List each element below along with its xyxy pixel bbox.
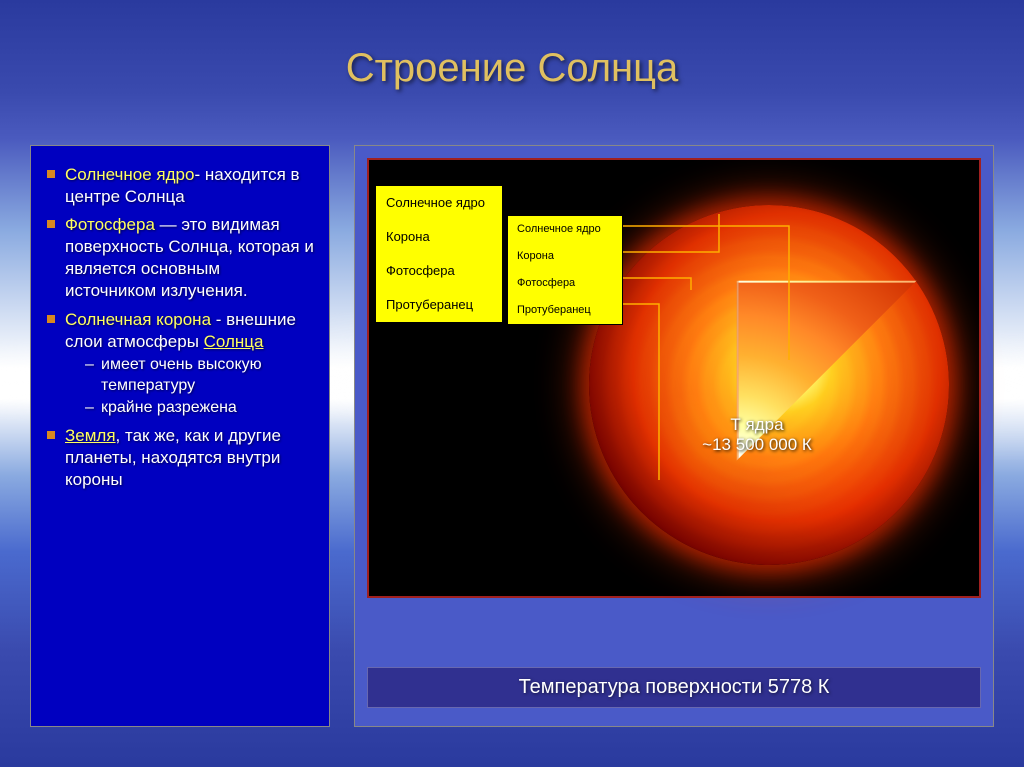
legend-item: Протуберанец bbox=[508, 297, 622, 324]
legend-item: Солнечное ядро bbox=[376, 186, 502, 220]
legend-item: Фотосфера bbox=[376, 254, 502, 288]
legend-large: Солнечное ядро Корона Фотосфера Протубер… bbox=[375, 185, 503, 323]
sub-bullet-rarefied: крайне разрежена bbox=[85, 398, 315, 419]
term-photosphere: Фотосфера bbox=[65, 215, 155, 234]
term-corona: Солнечная корона bbox=[65, 310, 211, 329]
term-core: Солнечное ядро bbox=[65, 165, 194, 184]
content-area: Солнечное ядро- находится в центре Солнц… bbox=[30, 145, 994, 727]
core-label-line1: Т ядра bbox=[730, 415, 783, 434]
slide-title: Строение Солнца bbox=[0, 0, 1024, 91]
legend-small: Солнечное ядро Корона Фотосфера Протубер… bbox=[507, 215, 623, 325]
legend-item: Протуберанец bbox=[376, 288, 502, 322]
link-sun[interactable]: Солнца bbox=[204, 332, 264, 351]
sun-diagram: Т ядра ~13 500 000 К Солнечное ядро Коро… bbox=[367, 158, 981, 598]
legend-item: Солнечное ядро bbox=[508, 216, 622, 243]
sub-bullet-temperature: имеет очень высокую температуру bbox=[85, 355, 315, 397]
text-panel: Солнечное ядро- находится в центре Солнц… bbox=[30, 145, 330, 727]
bullet-core: Солнечное ядро- находится в центре Солнц… bbox=[45, 164, 315, 208]
surface-temperature-caption: Температура поверхности 5778 К bbox=[367, 667, 981, 708]
legend-item: Фотосфера bbox=[508, 270, 622, 297]
legend-item: Корона bbox=[376, 220, 502, 254]
core-label-line2: ~13 500 000 К bbox=[702, 435, 812, 454]
bullet-photosphere: Фотосфера — это видимая поверхность Солн… bbox=[45, 214, 315, 302]
bullet-earth: Земля, так же, как и другие планеты, нах… bbox=[45, 425, 315, 491]
bullet-corona: Солнечная корона - внешние слои атмосфер… bbox=[45, 309, 315, 420]
core-temperature-label: Т ядра ~13 500 000 К bbox=[667, 415, 847, 455]
legend-item: Корона bbox=[508, 243, 622, 270]
link-earth[interactable]: Земля bbox=[65, 426, 116, 445]
sun-graphic: Т ядра ~13 500 000 К bbox=[589, 205, 949, 565]
diagram-panel: Т ядра ~13 500 000 К Солнечное ядро Коро… bbox=[354, 145, 994, 727]
